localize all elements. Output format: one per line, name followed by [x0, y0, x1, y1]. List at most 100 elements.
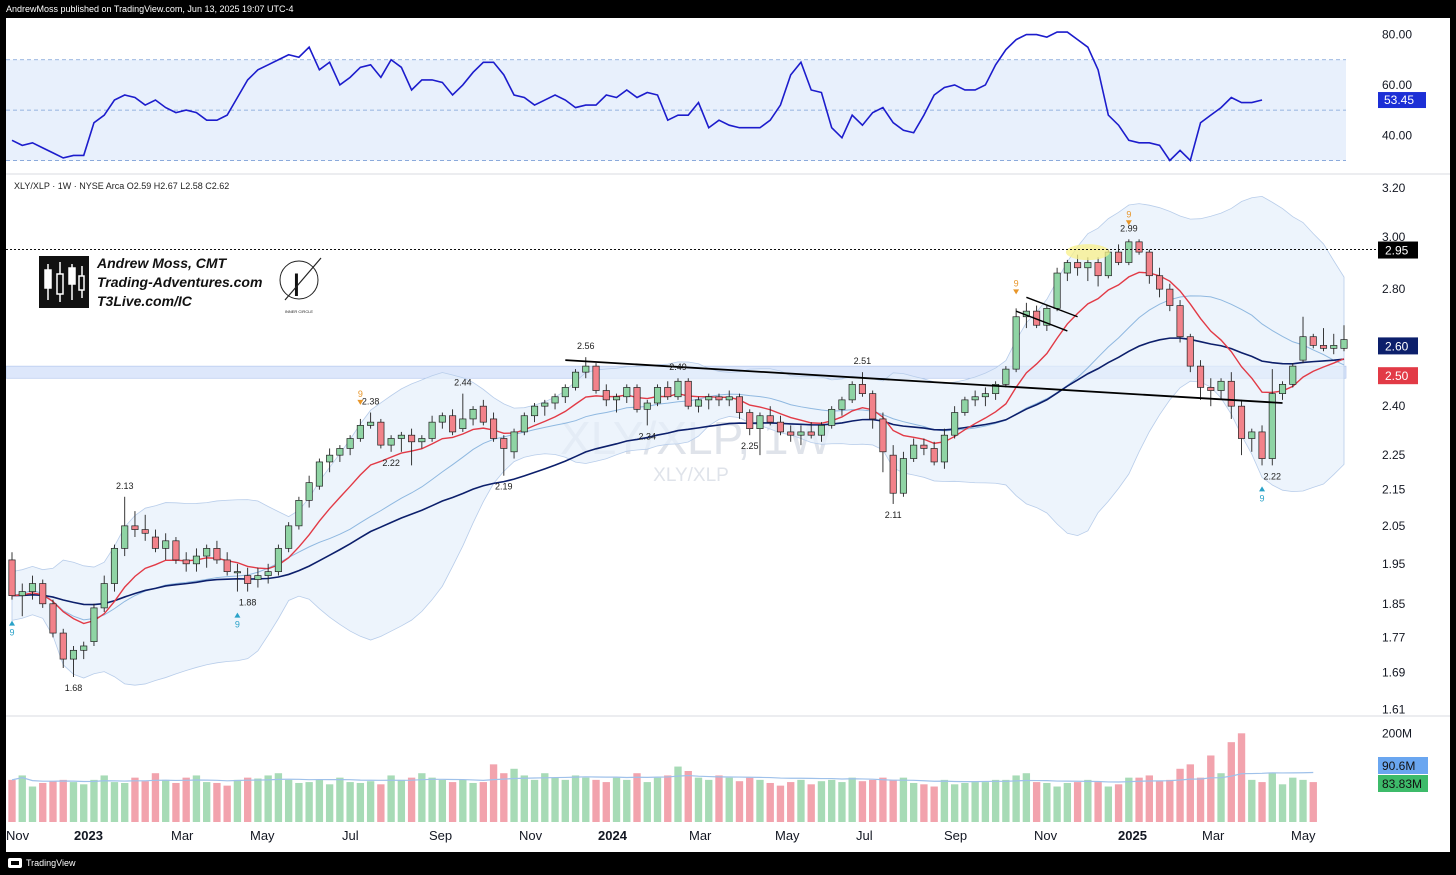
candle-body	[561, 387, 569, 398]
price-panel: XLY/XLP, 1WXLY/XLP2.132.382.442.562.492.…	[5, 181, 1418, 716]
candle	[377, 418, 385, 449]
candle-body	[807, 431, 815, 436]
rsi-last-label: 53.45	[1384, 93, 1414, 107]
candle	[162, 533, 170, 560]
candle	[469, 406, 477, 426]
candle	[315, 458, 323, 490]
volume-ma-line	[11, 771, 1314, 783]
volume-bar	[295, 782, 303, 822]
swing-high-label: 2.49	[669, 362, 687, 372]
candle	[1115, 244, 1123, 266]
candle-body	[1207, 387, 1215, 391]
footer-brand: TradingView	[26, 858, 76, 868]
candle-body	[110, 548, 118, 584]
volume-bar	[1073, 782, 1082, 822]
td-sell-arrow-icon	[1125, 220, 1132, 226]
candle-body	[500, 438, 508, 449]
candle-body	[479, 405, 487, 423]
candle	[203, 544, 211, 568]
swing-high-label: 2.38	[362, 397, 380, 407]
candle	[602, 384, 610, 407]
volume-bar	[418, 773, 426, 822]
candle	[346, 435, 354, 456]
rsi-tick-label: 40.00	[1382, 128, 1412, 142]
candle	[992, 381, 1000, 400]
candle-body	[449, 415, 457, 433]
candle	[121, 496, 129, 557]
volume-bar	[582, 777, 590, 822]
candle	[725, 390, 733, 407]
volume-bar	[162, 779, 170, 822]
candle-body	[1278, 383, 1287, 394]
volume-tick-label: 200M	[1382, 726, 1412, 740]
volume-bar	[961, 782, 969, 822]
chart-canvas[interactable]: 40.00 60.00 80.00 53.45 XLY/XLP · 1W · NYSE…	[5, 18, 1450, 852]
candle-body	[1094, 262, 1102, 277]
candle-body	[387, 438, 395, 446]
swing-low-label: 2.19	[495, 482, 513, 492]
chart-svg[interactable]: 40.00 60.00 80.00 53.45 XLY/XLP · 1W · NYSE…	[5, 18, 1450, 852]
swing-high-label: 2.56	[577, 341, 595, 351]
time-axis[interactable]: Nov 2023 Mar May Jul Sep Nov 2024 Mar May Jul Sep No…	[6, 828, 1316, 843]
td-sell-count-label: 9	[1014, 278, 1019, 288]
candle	[1063, 259, 1071, 282]
candle	[479, 399, 487, 426]
volume-bar	[510, 768, 518, 822]
volume-bar	[541, 773, 549, 822]
candle-body	[1053, 272, 1061, 309]
candle	[418, 435, 426, 449]
candle	[746, 409, 754, 436]
swing-high-label: 2.44	[454, 378, 472, 388]
candle-body	[428, 421, 436, 439]
candle-body	[848, 383, 856, 401]
swing-low-label: 1.88	[239, 598, 257, 608]
volume-bar	[1196, 777, 1205, 822]
candle-body	[1289, 365, 1297, 385]
volume-bar	[817, 781, 826, 822]
candle-body	[889, 454, 897, 494]
volume-bar	[407, 777, 416, 822]
candle	[438, 412, 446, 429]
candle	[910, 438, 918, 462]
candle	[100, 575, 108, 613]
candle	[531, 403, 539, 423]
candle-body	[90, 607, 98, 642]
highlight-ellipse	[1065, 244, 1110, 261]
candle	[264, 563, 272, 584]
swing-low-label: 2.11	[885, 510, 902, 520]
candle-body	[346, 438, 354, 449]
candle-body	[1197, 365, 1205, 388]
candle-body	[49, 603, 57, 634]
candle-body	[121, 525, 129, 549]
price-tick-label: 1.85	[1382, 597, 1406, 611]
volume-bar	[1289, 777, 1297, 822]
candle-body	[377, 421, 385, 446]
candle-body	[623, 387, 631, 398]
candle	[951, 406, 959, 439]
candle-body	[684, 380, 692, 407]
candle-body	[981, 393, 989, 398]
volume-bar	[674, 766, 682, 822]
candle	[397, 431, 405, 452]
candle-body	[8, 559, 16, 596]
td-buy-arrow-icon	[9, 620, 15, 626]
volume-bar	[807, 784, 815, 822]
volume-bar	[623, 779, 631, 822]
volume-bar	[530, 779, 539, 822]
candle	[838, 396, 846, 416]
flag-line-upper	[1026, 296, 1078, 318]
candle-body	[817, 425, 825, 436]
candle	[367, 412, 375, 429]
candle	[653, 384, 662, 407]
candle	[674, 378, 682, 400]
candle	[459, 393, 467, 432]
candle-body	[1002, 368, 1010, 385]
candle-body	[1043, 308, 1051, 326]
candle-body	[59, 632, 67, 660]
candle	[828, 406, 836, 429]
volume-bar	[141, 781, 149, 822]
volume-bar	[121, 782, 129, 822]
rsi-tick-label: 80.00	[1382, 28, 1412, 42]
candle	[1217, 378, 1225, 400]
